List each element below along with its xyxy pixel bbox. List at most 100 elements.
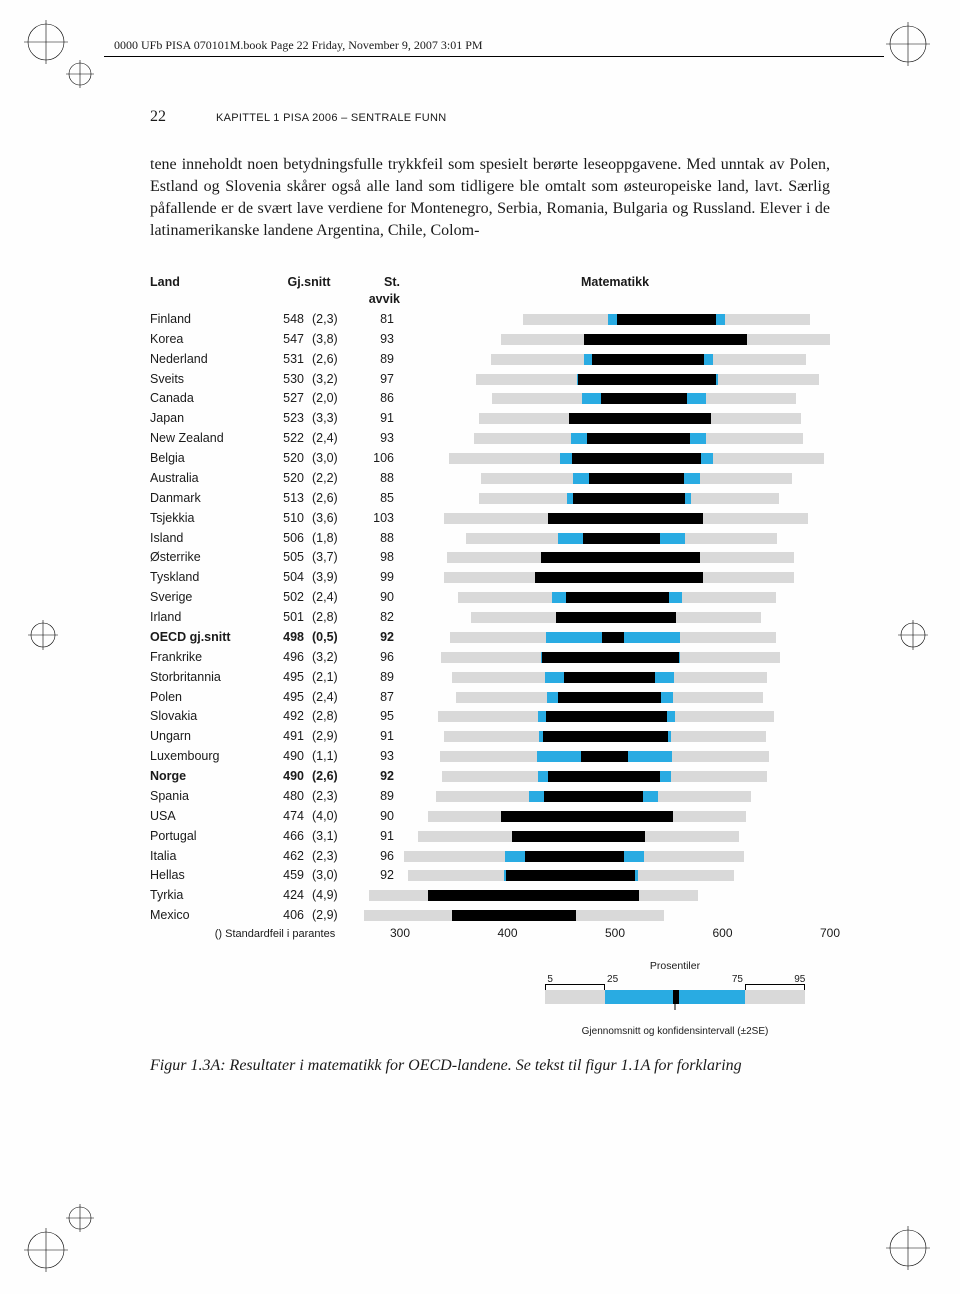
cell-land: Slovakia [150,707,262,727]
percentile-bar [400,687,830,705]
th-sd: St. avvik [356,272,400,309]
cell-mean: 492 [262,707,306,727]
cell-se: (3,3) [306,409,356,429]
cell-land: Portugal [150,826,262,846]
cell-sd: 98 [356,548,400,568]
cell-se: (4,9) [306,886,356,906]
cell-se: (0,5) [306,628,356,648]
cell-se: (2,8) [306,707,356,727]
cell-mean: 490 [262,767,306,787]
cell-mean: 502 [262,588,306,608]
legend-tick-95: 95 [794,974,805,985]
cell-sd: 92 [356,767,400,787]
cell-mean: 522 [262,429,306,449]
cell-sd: 90 [356,807,400,827]
cell-mean: 495 [262,687,306,707]
cell-sd: 86 [356,389,400,409]
cell-mean: 504 [262,568,306,588]
legend: Prosentiler 5 25 75 95 Gjennomsnitt og k… [520,960,830,1037]
cell-sd: 82 [356,608,400,628]
print-header: 0000 UFb PISA 070101M.book Page 22 Frida… [114,38,483,53]
cell-se: (3,2) [306,648,356,668]
percentile-bar [400,846,830,864]
chapter-title: KAPITTEL 1 PISA 2006 – SENTRALE FUNN [216,112,446,124]
percentile-bar [400,310,830,328]
legend-tick-75: 75 [732,974,743,985]
cell-sd: 99 [356,568,400,588]
cell-se: (3,7) [306,548,356,568]
cell-mean: 547 [262,330,306,350]
legend-ticks: 5 25 75 95 [545,974,805,988]
percentile-bar [400,369,830,387]
cell-se: (2,9) [306,727,356,747]
percentile-bar [400,469,830,487]
cell-land: Finland [150,310,262,330]
cell-land: Tyrkia [150,886,262,906]
header-rule [104,56,884,57]
cell-sd: 93 [356,330,400,350]
percentile-bar [400,429,830,447]
th-mean: Gj.snitt [262,272,356,309]
cell-se: (2,3) [306,846,356,866]
cell-land: Sveits [150,369,262,389]
cell-land: Sverige [150,588,262,608]
cell-sd: 97 [356,369,400,389]
percentile-bar [400,767,830,785]
cell-sd: 85 [356,489,400,509]
legend-tick-5: 5 [547,974,553,985]
cell-land: OECD gj.snitt [150,628,262,648]
percentile-bar [400,349,830,367]
cell-se: (2,6) [306,349,356,369]
cell-mean: 505 [262,548,306,568]
cell-mean: 520 [262,469,306,489]
cell-sd: 90 [356,588,400,608]
axis-tick: 500 [605,926,625,940]
th-chart: Matematikk [400,272,830,309]
crop-mark-left [28,620,58,650]
percentile-bar [400,528,830,546]
cell-se: (3,2) [306,369,356,389]
crop-mark-top-left [24,20,94,90]
cell-mean: 462 [262,846,306,866]
cell-mean: 520 [262,449,306,469]
percentile-bar [400,409,830,427]
cell-sd: 89 [356,787,400,807]
percentile-bar [400,489,830,507]
cell-sd: 89 [356,349,400,369]
cell-mean: 506 [262,528,306,548]
cell-mean: 466 [262,826,306,846]
cell-land: Luxembourg [150,747,262,767]
cell-mean: 530 [262,369,306,389]
cell-se: (2,4) [306,588,356,608]
percentile-bar [400,588,830,606]
legend-caption: Gjennomsnitt og konfidensintervall (±2SE… [520,1026,830,1037]
percentile-bar [400,389,830,407]
results-table: Land Gj.snitt St. avvik Matematikk Finla… [150,272,830,946]
cell-se: (4,0) [306,807,356,827]
percentile-bar [400,449,830,467]
cell-mean: 474 [262,807,306,827]
cell-land: Island [150,528,262,548]
percentile-bar [400,707,830,725]
cell-sd: 91 [356,826,400,846]
cell-se: (2,8) [306,608,356,628]
cell-land: Storbritannia [150,667,262,687]
cell-land: Mexico [150,906,262,926]
cell-land: Polen [150,687,262,707]
cell-se: (2,0) [306,389,356,409]
cell-se: (2,4) [306,429,356,449]
percentile-bar [400,628,830,646]
cell-land: Hellas [150,866,262,886]
cell-mean: 498 [262,628,306,648]
cell-se: (2,6) [306,489,356,509]
percentile-bar [400,886,830,904]
percentile-bar [400,330,830,348]
cell-mean: 459 [262,866,306,886]
cell-land: Japan [150,409,262,429]
cell-sd: 95 [356,707,400,727]
cell-se: (3,0) [306,449,356,469]
percentile-bar [400,747,830,765]
cell-sd: 88 [356,469,400,489]
percentile-bar [400,866,830,884]
percentile-bar [400,826,830,844]
